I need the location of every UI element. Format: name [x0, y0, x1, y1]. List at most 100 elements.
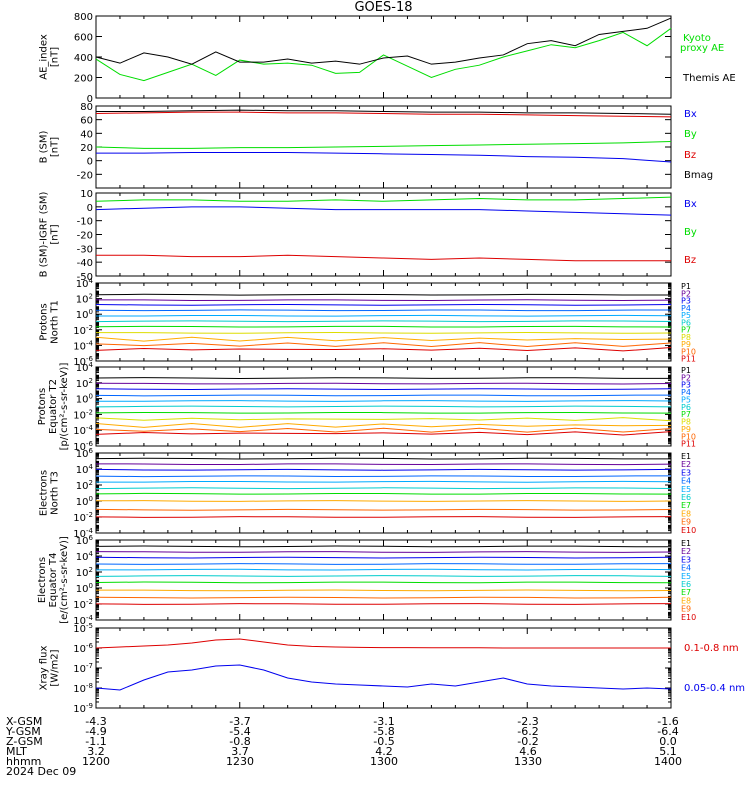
y-tick-label: 10-9 [73, 702, 93, 715]
series-line [95, 563, 672, 565]
legend-entry: P5 [681, 395, 691, 404]
legend-entry: E7 [681, 501, 691, 510]
series-line [95, 568, 672, 571]
series-line [95, 664, 672, 691]
legend-entry: P3 [681, 297, 691, 306]
series-line [95, 400, 672, 402]
y-axis-label: North T1 [50, 300, 61, 344]
mlt-value: 4.2 [375, 745, 393, 758]
series-line [95, 500, 672, 502]
series-line [95, 487, 672, 490]
series-line [95, 342, 672, 348]
y-tick-label: 104 [76, 550, 94, 563]
legend-entry: E1 [681, 539, 691, 548]
series-line [95, 427, 672, 433]
y-tick-label: 800 [74, 12, 93, 23]
y-axis-label: AE_index [39, 34, 50, 80]
hhmm-value: 1200 [82, 755, 110, 768]
y-axis-label: B (SM) [39, 130, 50, 163]
legend-entry: Bx [684, 109, 697, 120]
y-tick-label: 10-6 [73, 642, 93, 655]
series-line [95, 589, 672, 592]
y-tick-label: 0 [87, 157, 93, 168]
y-tick-label: 400 [74, 53, 93, 64]
legend-entry: P9 [681, 340, 691, 349]
legend-entry: E5 [681, 572, 691, 581]
series-line [95, 508, 672, 511]
series-line [95, 320, 672, 323]
series-line [95, 423, 672, 428]
mlt-value: 3.7 [231, 745, 249, 758]
footer-label-x-gsm: X-GSM [6, 715, 43, 728]
y-tick-label: 0 [87, 94, 93, 105]
y-axis-label: B (SM)-IGRF (SM) [39, 192, 50, 278]
series-line [95, 411, 672, 414]
y-axis-label: Protons [39, 303, 50, 340]
legend-entry: E4 [681, 477, 691, 486]
y-tick-label: 10-4 [73, 424, 93, 437]
legend-entry: By [684, 129, 697, 140]
legend-entry: By [684, 227, 697, 238]
panel-frame [95, 452, 672, 534]
y-axis-label: [p/(cm²-s-sr-keV)] [59, 363, 70, 451]
zgsm-value: 0.0 [659, 735, 677, 748]
footer-label-z-gsm: Z-GSM [6, 735, 43, 748]
legend-entry: P7 [681, 326, 691, 335]
series-line [95, 388, 672, 391]
legend-entry: E6 [681, 580, 691, 589]
y-tick-label: 0 [87, 203, 93, 214]
legend-entry: Bz [684, 150, 696, 161]
y-axis-label: [W/m2] [50, 649, 61, 686]
footer-label-mlt: MLT [6, 745, 27, 758]
legend-entry: E7 [681, 588, 691, 597]
y-tick-label: 10-2 [73, 511, 93, 524]
legend-entry: E3 [681, 555, 691, 564]
y-tick-label: 102 [76, 479, 93, 492]
y-tick-label: 200 [74, 74, 93, 85]
series-line [95, 556, 672, 559]
legend-entry: P3 [681, 381, 691, 390]
legend-entry: P6 [681, 403, 691, 412]
series-line [95, 492, 672, 495]
legend-entry: P1 [681, 366, 691, 375]
series-line [95, 551, 672, 553]
legend-entry: P10 [681, 432, 696, 441]
legend-entry: P4 [681, 304, 691, 313]
legend-entry: P7 [681, 410, 691, 419]
series-line [95, 457, 672, 460]
series-line [95, 141, 672, 149]
legend-entry: E10 [681, 613, 696, 622]
legend-entry: E2 [681, 460, 691, 469]
y-axis-label: [nT] [50, 137, 61, 157]
panel-frame [95, 105, 672, 189]
zgsm-value: -1.1 [85, 735, 107, 748]
legend-entry: E2 [681, 547, 691, 556]
legend-themis-ae: Themis AE [682, 73, 736, 84]
y-tick-label: 100 [76, 495, 93, 508]
zgsm-value: -0.2 [517, 735, 539, 748]
y-tick-label: 102 [76, 566, 93, 579]
series-line [95, 27, 672, 82]
series-line [95, 596, 672, 599]
hhmm-value: 1400 [654, 755, 682, 768]
y-tick-label: 106 [76, 534, 94, 547]
mlt-value: 4.6 [519, 745, 537, 758]
series-line [95, 581, 672, 584]
legend-entry: E8 [681, 509, 691, 518]
y-axis-label: [e/(cm²-s-sr-keV)] [59, 536, 70, 624]
y-tick-label: -30 [77, 244, 93, 255]
series-line [95, 111, 672, 118]
series-line [95, 431, 672, 436]
ygsm-value: -6.2 [517, 725, 539, 738]
legend-proxy-ae: proxy AE [680, 43, 724, 54]
y-tick-label: 40 [80, 129, 93, 140]
legend-entry: E1 [681, 452, 691, 461]
footer-label-y-gsm: Y-GSM [6, 725, 41, 738]
series-line [95, 299, 672, 302]
series-line [95, 394, 672, 397]
page-title: GOES-18 [354, 0, 413, 15]
legend-entry: E6 [681, 493, 691, 502]
series-line [95, 575, 672, 577]
y-tick-label: -50 [77, 272, 93, 283]
legend-entry: P1 [681, 282, 691, 291]
